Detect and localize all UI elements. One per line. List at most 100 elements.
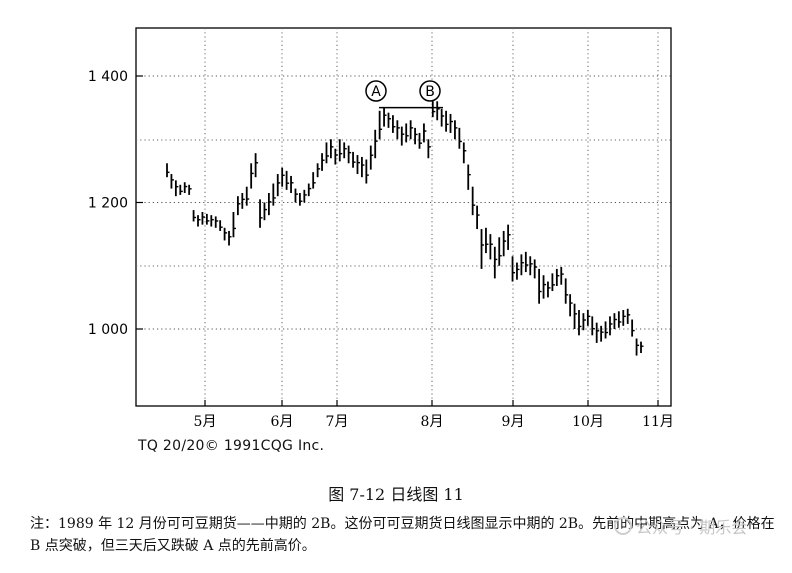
price-bar bbox=[462, 142, 467, 164]
price-bar bbox=[400, 126, 405, 146]
x-tick-label: 7月 bbox=[326, 414, 349, 430]
price-bar bbox=[551, 273, 555, 292]
y-tick-label: 1 400 bbox=[88, 69, 128, 85]
price-bar bbox=[365, 159, 369, 184]
price-bar bbox=[383, 107, 387, 127]
price-bar bbox=[352, 151, 356, 168]
price-bar bbox=[626, 308, 631, 324]
price-bar bbox=[458, 127, 462, 149]
price-bar bbox=[378, 110, 383, 140]
price-bar bbox=[533, 259, 538, 279]
price-bar bbox=[547, 281, 551, 298]
price-bar bbox=[387, 112, 391, 128]
price-bars bbox=[166, 101, 644, 356]
price-bar bbox=[423, 123, 427, 143]
price-bar bbox=[197, 215, 201, 227]
price-bar bbox=[214, 216, 219, 228]
figure-title: 图 7-12 日线图 11 bbox=[328, 485, 464, 504]
price-bar bbox=[507, 224, 511, 250]
price-bar bbox=[316, 163, 321, 178]
price-bar bbox=[485, 227, 489, 254]
price-bar bbox=[609, 316, 613, 336]
price-bar bbox=[595, 322, 600, 343]
price-bar bbox=[604, 321, 609, 339]
x-tick-label: 11月 bbox=[642, 414, 674, 430]
price-bar bbox=[538, 268, 542, 304]
marker-label: B bbox=[425, 84, 435, 100]
price-bar bbox=[405, 123, 409, 143]
x-axis: 5月 6月 7月 8月 9月 10月 11月 bbox=[194, 400, 674, 430]
price-bar bbox=[449, 113, 454, 133]
price-bar bbox=[467, 164, 471, 190]
price-bar bbox=[569, 294, 573, 317]
price-bar bbox=[369, 145, 374, 170]
price-bar bbox=[334, 148, 338, 165]
price-bar bbox=[480, 229, 485, 269]
gridlines bbox=[136, 28, 671, 406]
price-bar bbox=[205, 213, 210, 225]
price-bar bbox=[600, 325, 604, 342]
wechat-icon bbox=[614, 517, 632, 535]
price-bar bbox=[174, 180, 179, 197]
price-bar bbox=[210, 215, 214, 227]
price-bar bbox=[586, 310, 591, 326]
price-bar bbox=[298, 193, 303, 206]
price-bar bbox=[436, 101, 440, 121]
x-tick-label: 5月 bbox=[194, 414, 217, 430]
price-bar bbox=[542, 275, 547, 299]
price-bar bbox=[303, 189, 307, 203]
price-bar bbox=[427, 139, 431, 159]
price-bar bbox=[325, 142, 329, 164]
price-bar bbox=[520, 254, 524, 276]
price-bar bbox=[236, 196, 241, 216]
price-bar bbox=[640, 341, 644, 354]
price-bar bbox=[188, 184, 192, 195]
price-bar bbox=[241, 193, 245, 209]
price-bar bbox=[267, 193, 272, 216]
price-bar bbox=[263, 202, 267, 221]
price-bar bbox=[493, 246, 498, 279]
price-bar bbox=[471, 186, 476, 216]
price-bar bbox=[347, 145, 352, 164]
price-bar bbox=[613, 313, 617, 329]
price-bar bbox=[259, 199, 263, 228]
price-bar bbox=[374, 129, 378, 159]
price-bar bbox=[281, 167, 285, 187]
price-bar bbox=[529, 256, 533, 276]
price-bar bbox=[516, 262, 520, 280]
price-bar bbox=[294, 188, 298, 203]
price-bar bbox=[414, 127, 418, 145]
price-bar bbox=[343, 142, 347, 159]
y-tick-label: 1 200 bbox=[88, 196, 128, 212]
price-bar bbox=[489, 234, 493, 260]
price-bar bbox=[631, 319, 635, 337]
watermark-text: 公众号 · 期乐会 bbox=[636, 518, 748, 537]
price-bar bbox=[573, 303, 578, 329]
price-bar bbox=[201, 211, 205, 225]
price-bar bbox=[179, 184, 183, 195]
y-axis: 1 000 1 200 1 400 bbox=[88, 69, 143, 338]
price-bar bbox=[476, 205, 480, 230]
x-tick-label: 10月 bbox=[572, 414, 604, 430]
price-bar bbox=[290, 175, 294, 194]
price-bar bbox=[498, 237, 502, 266]
price-bar bbox=[445, 110, 449, 132]
price-bar bbox=[276, 174, 281, 197]
source-credit: TQ 20/20© 1991CQG Inc. bbox=[138, 438, 325, 454]
price-bar bbox=[312, 172, 316, 189]
price-bar bbox=[555, 268, 560, 286]
price-bar bbox=[617, 311, 622, 328]
marker-b: B bbox=[419, 80, 441, 102]
watermark: 公众号 · 期乐会 bbox=[614, 514, 747, 538]
price-bar bbox=[223, 227, 228, 241]
price-bar bbox=[440, 108, 445, 127]
x-tick-label: 8月 bbox=[421, 414, 444, 430]
price-bar bbox=[511, 256, 516, 282]
marker-a: A bbox=[365, 80, 387, 102]
price-bar bbox=[396, 120, 400, 140]
price-bar bbox=[330, 139, 334, 159]
y-tick-label: 1 000 bbox=[88, 322, 128, 338]
price-bar bbox=[356, 155, 360, 175]
